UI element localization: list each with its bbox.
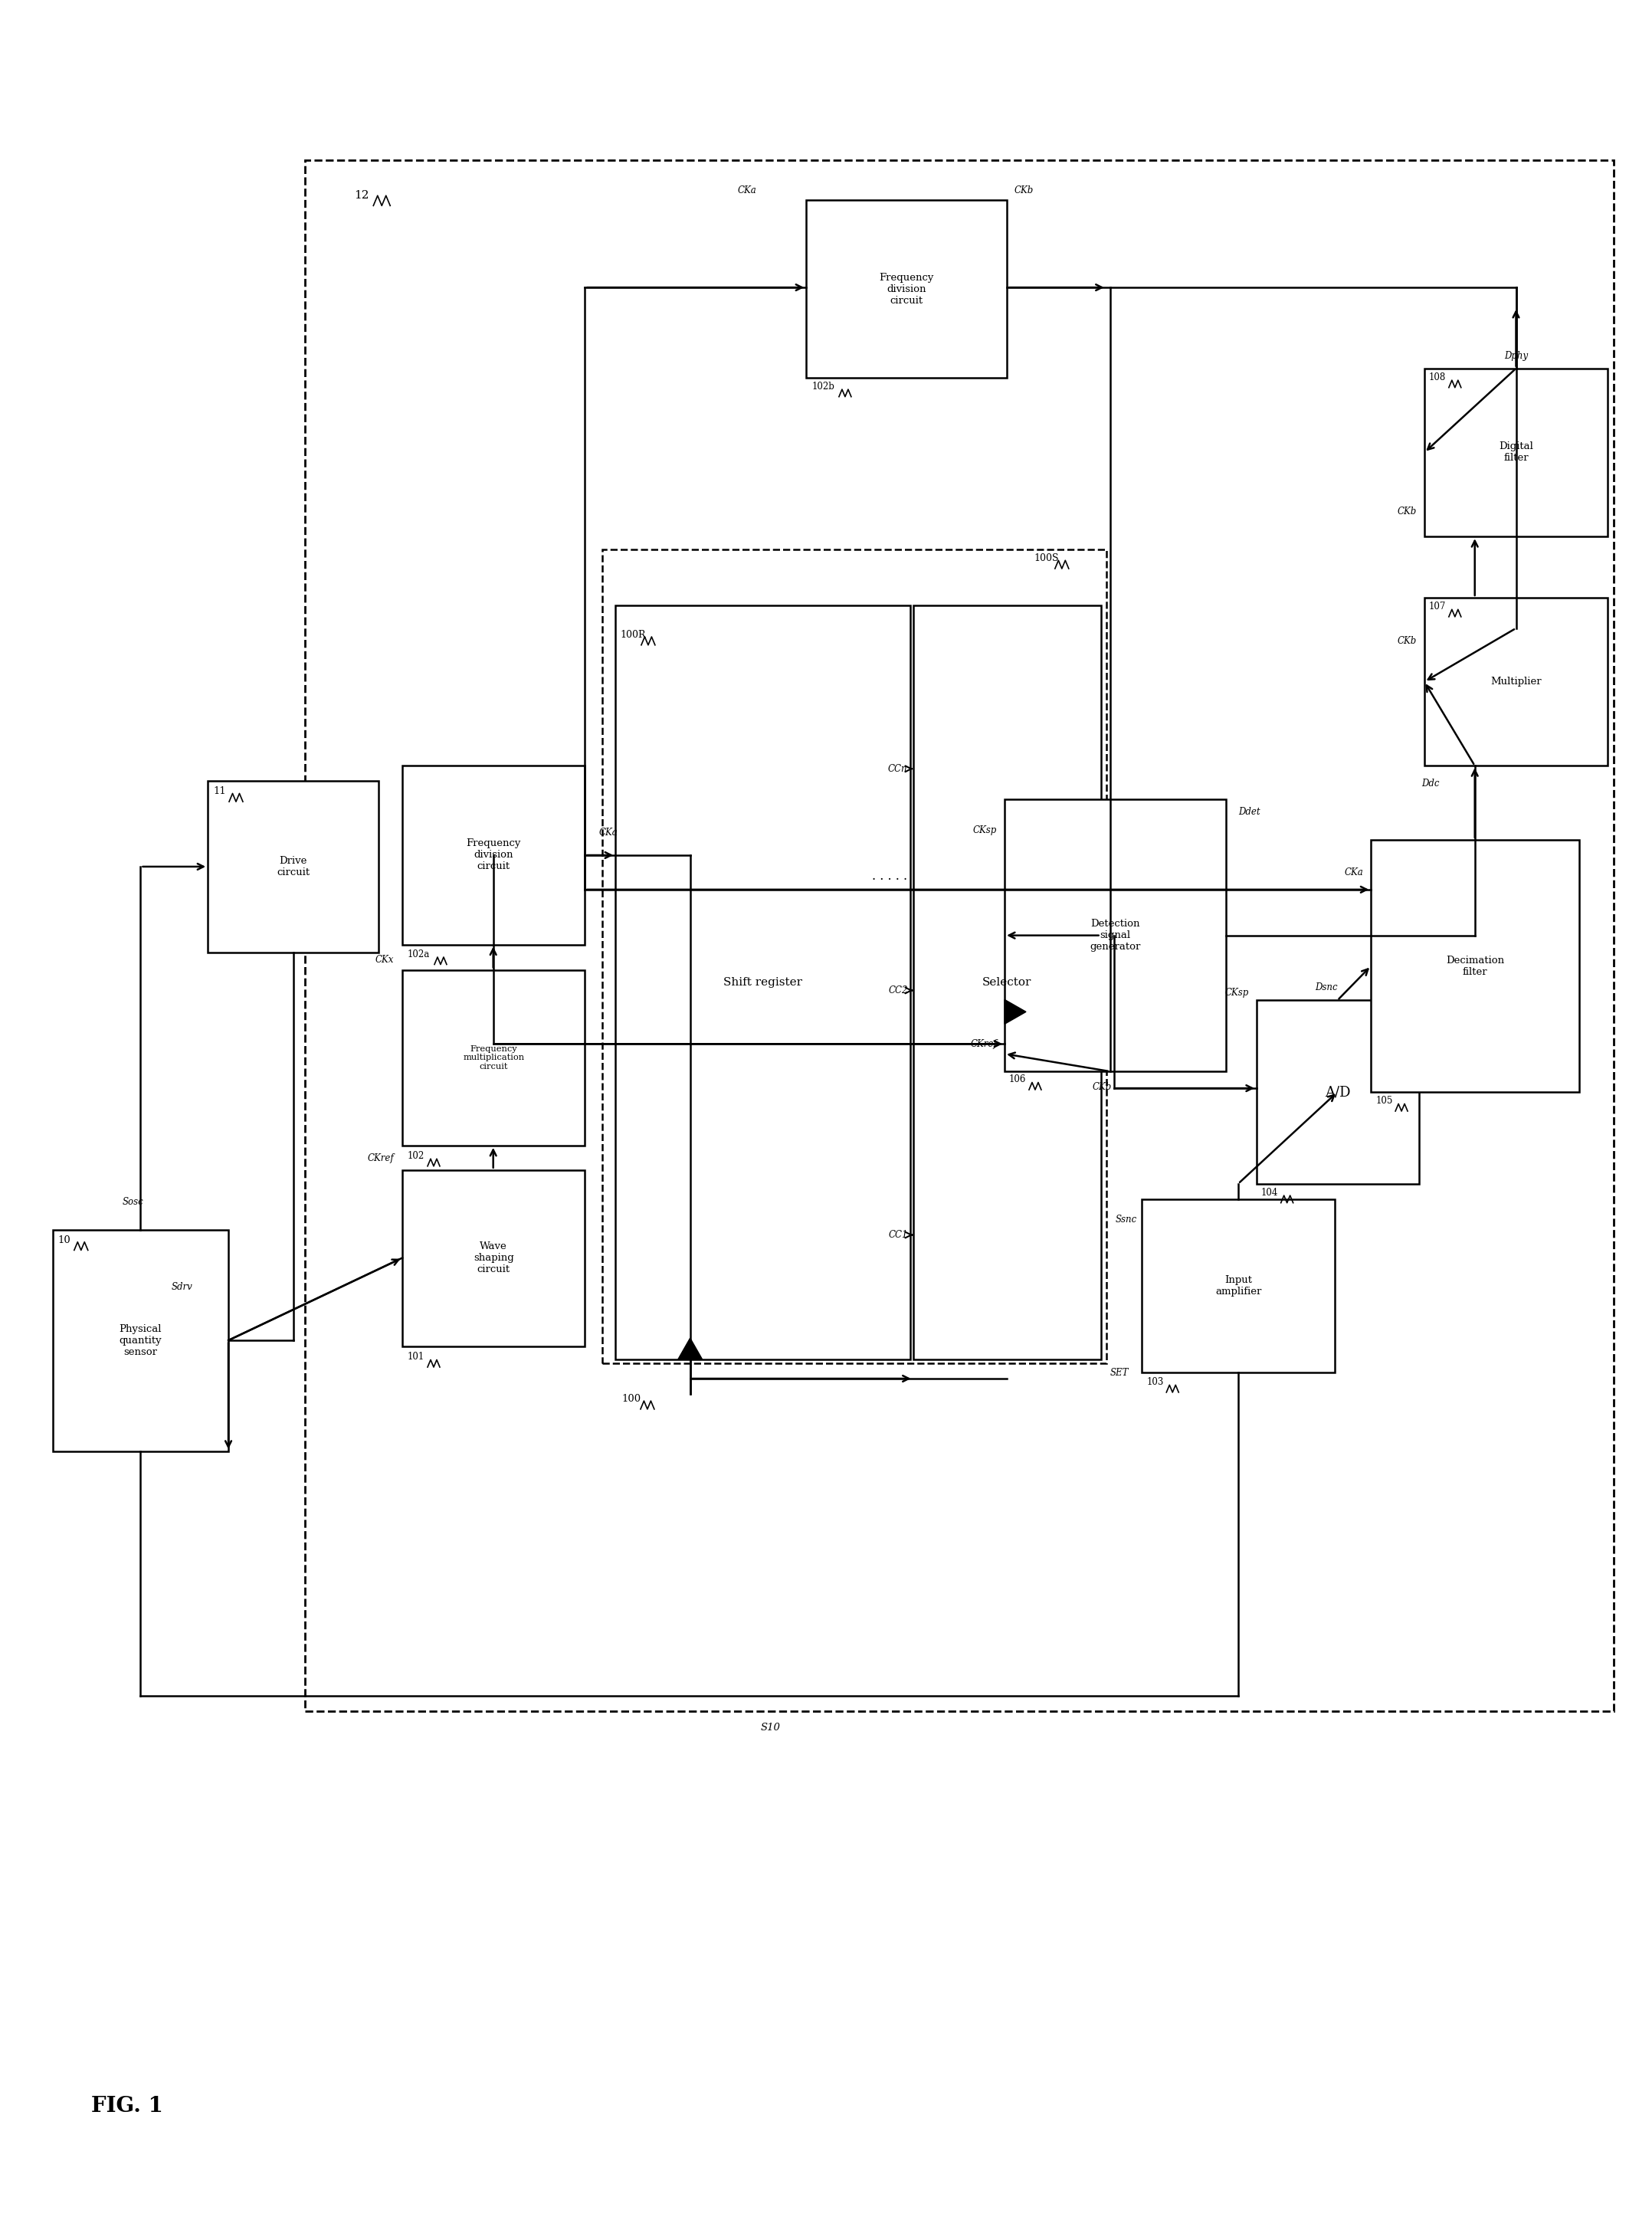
Text: 104: 104: [1260, 1188, 1279, 1197]
Text: Ddet: Ddet: [1237, 808, 1260, 817]
Text: CC2: CC2: [889, 986, 907, 995]
FancyBboxPatch shape: [1142, 1199, 1335, 1372]
FancyBboxPatch shape: [615, 606, 910, 1359]
Text: 106: 106: [1009, 1074, 1026, 1083]
Text: Physical
quantity
sensor: Physical quantity sensor: [119, 1323, 162, 1356]
Text: Wave
shaping
circuit: Wave shaping circuit: [474, 1241, 514, 1274]
Text: Selector: Selector: [983, 977, 1031, 988]
FancyBboxPatch shape: [1424, 369, 1607, 537]
FancyBboxPatch shape: [403, 1170, 585, 1348]
Text: 100R: 100R: [620, 630, 646, 639]
Text: CKsp: CKsp: [1224, 988, 1249, 999]
Text: CKref: CKref: [367, 1154, 393, 1163]
Text: 12: 12: [354, 191, 370, 202]
Text: 102a: 102a: [408, 950, 430, 959]
Text: Frequency
division
circuit: Frequency division circuit: [879, 273, 933, 306]
FancyBboxPatch shape: [1004, 799, 1226, 1072]
FancyBboxPatch shape: [1424, 597, 1607, 766]
Text: 102b: 102b: [813, 382, 836, 391]
Text: 100S: 100S: [1034, 553, 1059, 564]
Text: S10: S10: [760, 1723, 780, 1732]
FancyBboxPatch shape: [403, 970, 585, 1146]
Text: 108: 108: [1429, 373, 1446, 382]
Text: CKb: CKb: [1398, 506, 1417, 517]
Text: CKa: CKa: [1345, 868, 1363, 877]
FancyBboxPatch shape: [208, 781, 378, 952]
Text: Detection
signal
generator: Detection signal generator: [1090, 919, 1142, 952]
Text: CKb: CKb: [1398, 635, 1417, 646]
FancyBboxPatch shape: [1257, 1001, 1419, 1183]
Text: Multiplier: Multiplier: [1490, 677, 1541, 686]
Text: 103: 103: [1146, 1376, 1163, 1388]
Text: CC1: CC1: [889, 1230, 907, 1241]
Text: CCn: CCn: [889, 764, 907, 775]
Text: 11: 11: [213, 786, 226, 797]
Text: SET: SET: [1110, 1368, 1128, 1376]
FancyBboxPatch shape: [914, 606, 1100, 1359]
Text: Input
amplifier: Input amplifier: [1216, 1274, 1262, 1296]
Text: 10: 10: [58, 1234, 71, 1245]
Text: 107: 107: [1429, 602, 1446, 610]
Text: Sdrv: Sdrv: [172, 1281, 193, 1292]
Polygon shape: [1004, 999, 1026, 1023]
Text: Ddc: Ddc: [1422, 779, 1439, 788]
Text: Frequency
division
circuit: Frequency division circuit: [466, 839, 520, 872]
Text: CKa: CKa: [737, 186, 757, 195]
Text: Drive
circuit: Drive circuit: [278, 857, 311, 877]
Text: CKb: CKb: [1092, 1081, 1112, 1092]
Text: A/D: A/D: [1325, 1086, 1351, 1099]
Text: Decimation
filter: Decimation filter: [1446, 955, 1505, 977]
Polygon shape: [677, 1339, 702, 1359]
Text: Sosc: Sosc: [122, 1197, 144, 1208]
Text: 105: 105: [1376, 1097, 1393, 1106]
Text: · · · · ·: · · · · ·: [872, 875, 907, 888]
Text: CKsp: CKsp: [973, 826, 996, 835]
Text: 102: 102: [408, 1150, 425, 1161]
Text: Digital
filter: Digital filter: [1498, 442, 1533, 464]
Text: Dphy: Dphy: [1503, 351, 1528, 362]
FancyBboxPatch shape: [1371, 839, 1579, 1092]
Text: CKx: CKx: [375, 955, 393, 966]
FancyBboxPatch shape: [403, 766, 585, 943]
Text: CKb: CKb: [1014, 186, 1034, 195]
Text: 100: 100: [621, 1394, 641, 1403]
FancyBboxPatch shape: [806, 200, 1008, 377]
FancyBboxPatch shape: [53, 1230, 228, 1452]
Text: Dsnc: Dsnc: [1315, 983, 1338, 992]
Text: Shift register: Shift register: [724, 977, 803, 988]
Text: Frequency
multiplication
circuit: Frequency multiplication circuit: [463, 1046, 524, 1070]
Text: CKref: CKref: [970, 1039, 996, 1048]
Text: CKa: CKa: [598, 828, 618, 837]
Text: 101: 101: [408, 1352, 425, 1361]
Text: FIG. 1: FIG. 1: [91, 2096, 164, 2116]
Text: Ssnc: Ssnc: [1115, 1214, 1137, 1225]
